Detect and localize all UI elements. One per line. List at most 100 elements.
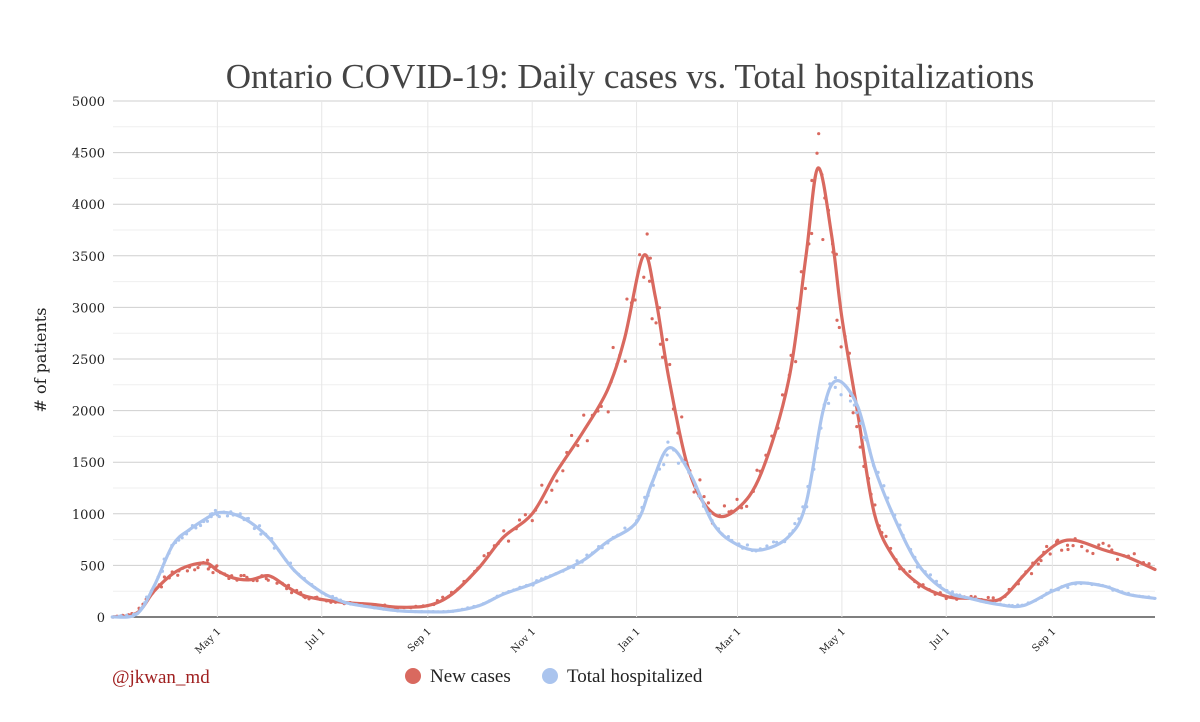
data-point — [833, 385, 837, 390]
legend-label: Total hospitalized — [567, 666, 703, 687]
data-point — [810, 231, 814, 236]
data-point — [1071, 544, 1075, 548]
data-point — [1136, 563, 1140, 567]
x-tick-label: Jan 1 — [616, 626, 643, 653]
data-point — [530, 519, 534, 523]
data-point — [540, 483, 544, 487]
data-point — [658, 342, 663, 346]
data-point — [647, 279, 652, 283]
y-tick-label: 1500 — [72, 456, 105, 471]
data-point — [665, 453, 669, 457]
data-point — [745, 504, 749, 508]
data-point — [1039, 558, 1043, 563]
legend-label: New cases — [430, 666, 511, 687]
data-point — [1132, 552, 1136, 556]
data-point — [848, 399, 853, 403]
y-tick-label: 1000 — [72, 508, 105, 523]
data-point — [676, 461, 681, 465]
data-point — [550, 488, 554, 492]
data-point — [654, 321, 658, 325]
data-point — [745, 543, 749, 547]
data-point — [196, 565, 200, 570]
data-point — [611, 345, 615, 350]
data-point — [862, 435, 866, 440]
data-point — [570, 433, 574, 438]
data-point — [815, 151, 819, 155]
data-point — [225, 514, 230, 518]
data-point — [1060, 548, 1064, 552]
data-point — [1036, 562, 1040, 566]
legend-marker — [405, 668, 421, 684]
data-point — [1107, 544, 1111, 548]
data-point — [765, 544, 769, 548]
data-point — [606, 410, 610, 414]
data-point — [794, 360, 798, 364]
data-point — [275, 581, 279, 585]
x-tick-label: Mar 1 — [714, 626, 743, 655]
data-point — [482, 554, 486, 558]
data-point — [666, 440, 670, 444]
y-tick-label: 500 — [80, 559, 105, 574]
data-point — [722, 504, 727, 508]
data-point — [239, 573, 243, 578]
data-point — [198, 523, 203, 528]
legend: New cases Total hospitalized — [405, 666, 703, 687]
data-point — [576, 443, 580, 448]
data-point — [523, 513, 527, 517]
data-point — [650, 317, 654, 321]
data-point — [1056, 538, 1060, 542]
data-point — [706, 501, 711, 505]
data-point — [839, 345, 843, 349]
data-point — [205, 558, 210, 562]
author-handle: @jkwan_md — [112, 667, 210, 688]
data-point — [817, 132, 821, 136]
legend-marker — [542, 668, 558, 684]
x-tick-label: Jul 1 — [303, 626, 328, 651]
data-point — [193, 568, 197, 572]
data-point — [668, 362, 672, 367]
y-tick-label: 5000 — [72, 95, 105, 110]
series-new-cases — [111, 132, 1157, 619]
data-point — [642, 275, 646, 279]
data-point — [835, 318, 839, 322]
data-point — [211, 570, 215, 575]
data-point — [502, 529, 506, 533]
major-gridlines — [113, 100, 1155, 618]
data-point — [928, 573, 933, 577]
data-point — [544, 500, 548, 504]
data-point — [242, 573, 246, 578]
data-point — [1101, 541, 1105, 545]
data-point — [1085, 549, 1089, 553]
y-tick-label: 4500 — [72, 147, 105, 162]
data-point — [266, 578, 270, 582]
data-point — [755, 468, 759, 472]
data-point — [517, 518, 522, 522]
data-point — [908, 569, 912, 574]
legend-item: New cases — [405, 666, 511, 687]
data-point — [215, 564, 219, 568]
data-point — [561, 469, 565, 473]
x-tick-label: May 1 — [194, 626, 224, 656]
data-point — [799, 270, 803, 274]
minor-gridlines — [113, 126, 1155, 592]
data-point — [851, 411, 855, 415]
data-point — [213, 508, 218, 513]
data-point — [638, 253, 642, 257]
data-point — [680, 415, 684, 419]
data-point — [1097, 543, 1101, 547]
data-point — [837, 325, 841, 330]
data-point — [855, 425, 859, 429]
data-point — [821, 237, 825, 242]
data-point — [1066, 547, 1070, 552]
data-point — [1045, 544, 1049, 549]
data-point — [1080, 544, 1084, 549]
chart-title: Ontario COVID-19: Daily cases vs. Total … — [226, 57, 1035, 96]
data-point — [692, 490, 696, 494]
series-layer — [110, 132, 1157, 619]
y-tick-label: 2500 — [72, 353, 105, 368]
data-point — [854, 411, 859, 415]
data-point — [1115, 557, 1120, 561]
y-tick-label: 3500 — [72, 250, 105, 265]
x-tick-label: Jul 1 — [927, 626, 952, 651]
